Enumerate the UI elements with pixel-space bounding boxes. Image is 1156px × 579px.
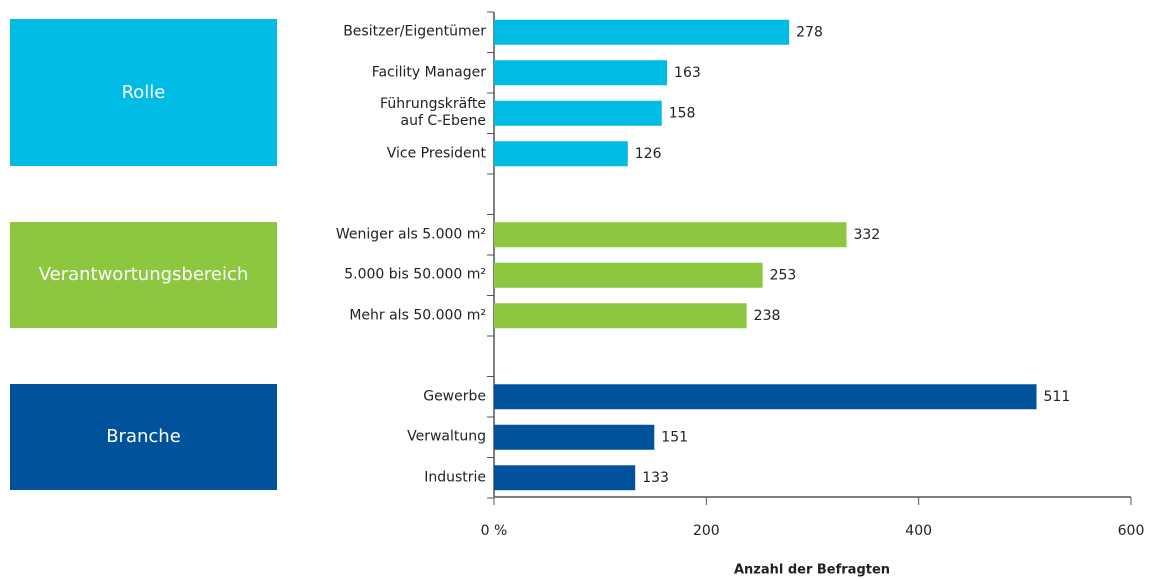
value-label: 163 xyxy=(674,65,701,81)
value-label: 151 xyxy=(661,429,688,445)
bar xyxy=(494,303,747,329)
category-label: Führungskräfte auf C-Ebene xyxy=(380,96,486,130)
value-label: 133 xyxy=(642,470,669,486)
value-label: 278 xyxy=(796,24,823,40)
x-axis-label: Anzahl der Befragten xyxy=(734,563,890,578)
value-label: 126 xyxy=(635,146,662,162)
category-label: Industrie xyxy=(424,469,486,486)
value-label: 511 xyxy=(1044,389,1071,405)
bar xyxy=(494,262,763,288)
value-label: 253 xyxy=(770,267,797,283)
category-label: Gewerbe xyxy=(423,388,486,405)
value-label: 158 xyxy=(669,105,696,121)
x-tick-label: 400 xyxy=(905,523,932,539)
category-label: 5.000 bis 50.000 m² xyxy=(344,266,486,283)
category-label: Mehr als 50.000 m² xyxy=(349,307,486,324)
bar xyxy=(494,141,628,167)
value-label: 238 xyxy=(754,308,781,324)
bar xyxy=(494,60,668,86)
bar xyxy=(494,465,636,491)
bar xyxy=(494,100,662,126)
group-box: Verantwortungsbereich xyxy=(10,221,277,328)
bar xyxy=(494,19,790,45)
x-tick-label: 0 % xyxy=(481,523,508,539)
group-box: Branche xyxy=(10,383,277,490)
bar xyxy=(494,222,847,248)
x-tick-label: 600 xyxy=(1118,523,1145,539)
x-tick-label: 200 xyxy=(693,523,720,539)
bar xyxy=(494,384,1037,410)
category-label: Besitzer/Eigentümer xyxy=(343,23,486,40)
category-label: Verwaltung xyxy=(407,428,486,445)
category-label: Vice President xyxy=(386,145,486,162)
category-label: Facility Manager xyxy=(371,64,486,81)
group-box: Rolle xyxy=(10,19,277,166)
bar xyxy=(494,424,655,450)
value-label: 332 xyxy=(853,227,880,243)
category-label: Weniger als 5.000 m² xyxy=(335,226,486,243)
